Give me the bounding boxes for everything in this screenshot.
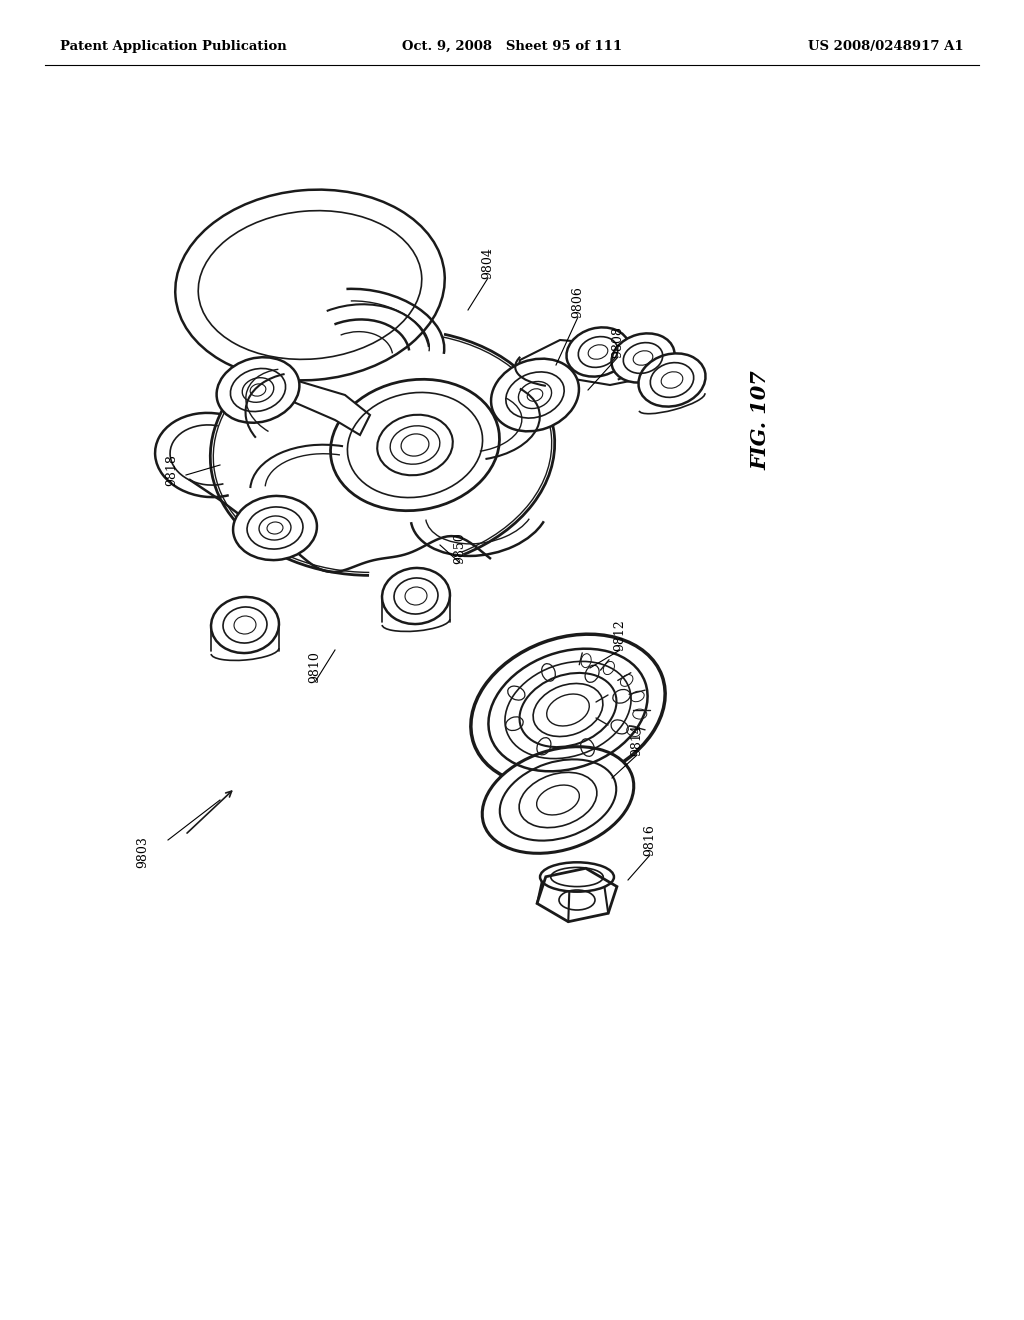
Ellipse shape xyxy=(492,359,579,432)
Text: 9803: 9803 xyxy=(136,836,150,869)
Text: 9808: 9808 xyxy=(611,326,625,358)
Text: US 2008/0248917 A1: US 2008/0248917 A1 xyxy=(808,40,964,53)
Ellipse shape xyxy=(639,354,706,407)
Text: 9812: 9812 xyxy=(613,619,627,651)
Ellipse shape xyxy=(233,496,317,560)
Ellipse shape xyxy=(331,379,500,511)
Polygon shape xyxy=(537,869,616,921)
Ellipse shape xyxy=(482,747,634,853)
Text: FIG. 107: FIG. 107 xyxy=(750,370,770,470)
Text: 9850: 9850 xyxy=(454,532,467,564)
Text: 9816: 9816 xyxy=(643,824,656,855)
Text: Oct. 9, 2008   Sheet 95 of 111: Oct. 9, 2008 Sheet 95 of 111 xyxy=(402,40,622,53)
Ellipse shape xyxy=(217,358,299,422)
Ellipse shape xyxy=(211,597,279,653)
Polygon shape xyxy=(243,358,370,436)
Polygon shape xyxy=(515,341,640,385)
Text: 9806: 9806 xyxy=(571,286,585,318)
Text: 9814: 9814 xyxy=(631,725,643,756)
Ellipse shape xyxy=(382,568,450,624)
Text: 9804: 9804 xyxy=(481,247,495,279)
Ellipse shape xyxy=(611,334,675,383)
Text: Patent Application Publication: Patent Application Publication xyxy=(60,40,287,53)
Text: 9810: 9810 xyxy=(308,651,322,682)
Ellipse shape xyxy=(471,634,666,785)
Ellipse shape xyxy=(566,327,630,376)
Text: 9818: 9818 xyxy=(166,454,178,486)
